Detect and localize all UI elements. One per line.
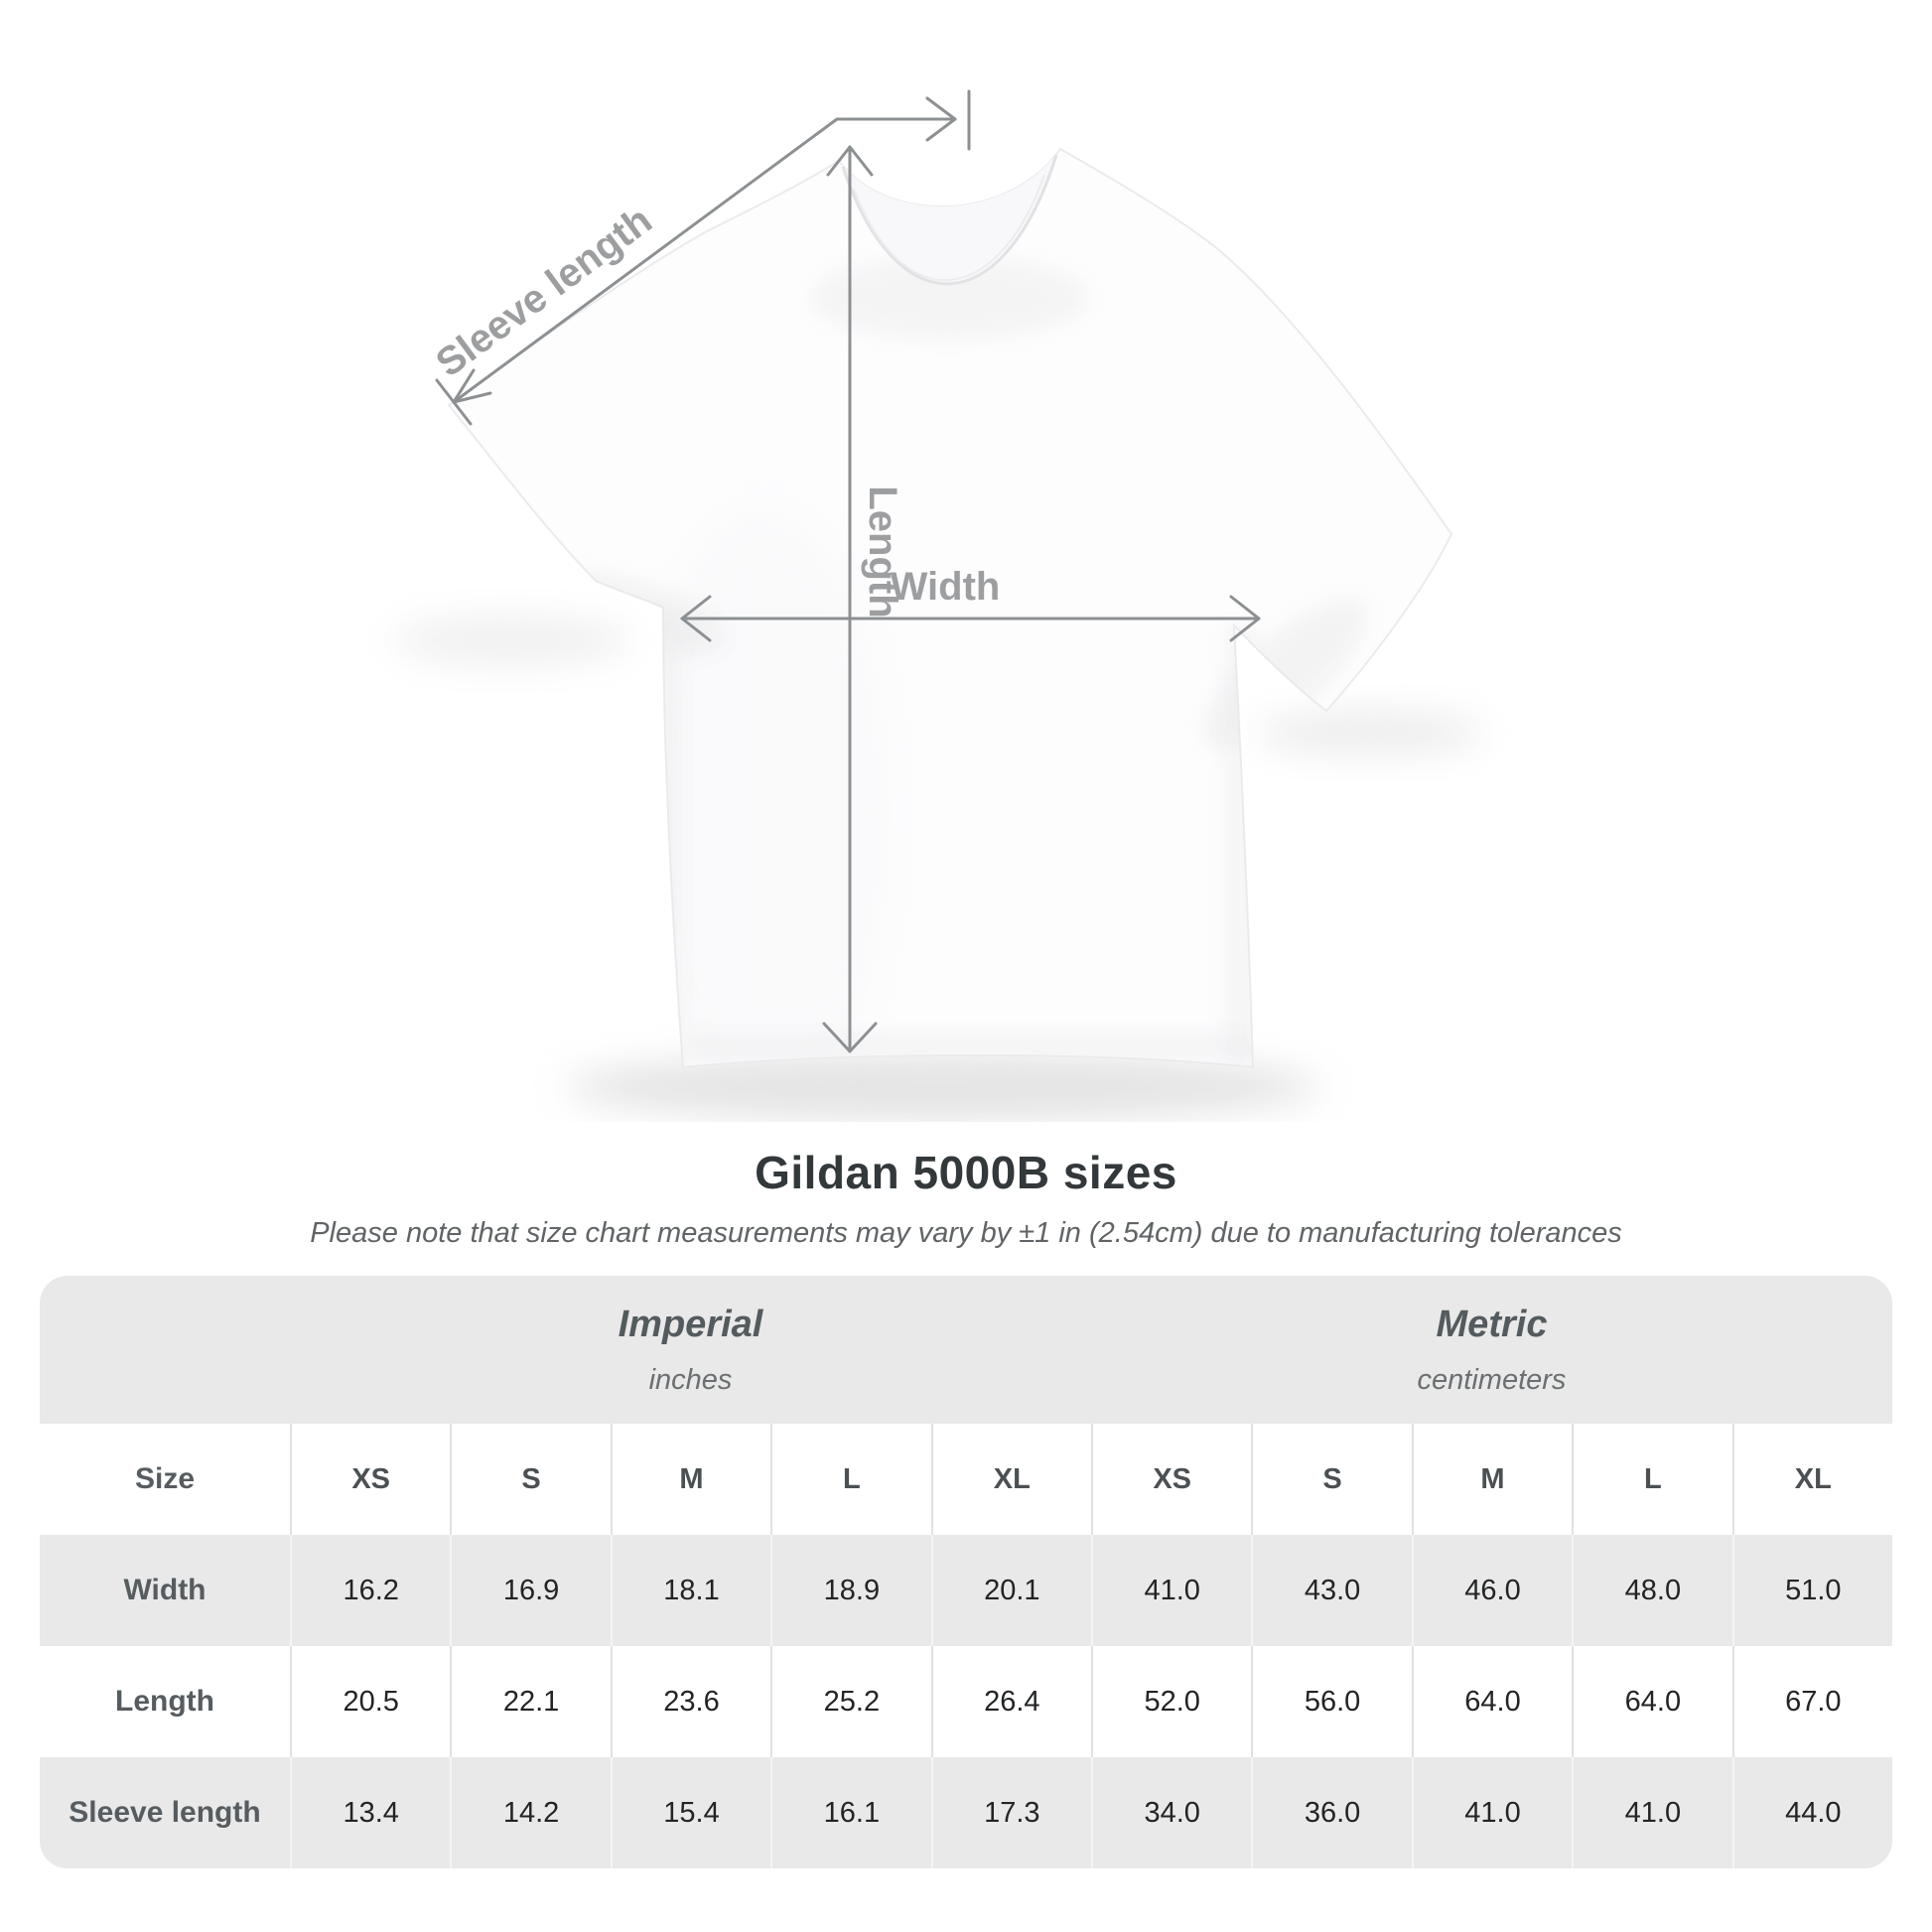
value-cell: 26.4 [930,1646,1091,1757]
imperial-unit-label: inches [648,1363,733,1396]
row-label: Sleeve length [69,1796,261,1829]
value-cell: 52.0 [1090,1646,1251,1757]
value-cell: 18.1 [610,1535,770,1646]
unit-system-header-row: Imperial inches Metric centimeters [40,1276,1892,1424]
imperial-group-header: Imperial inches [290,1276,1091,1424]
value-cell: 20.1 [930,1535,1091,1646]
tshirt-measurement-diagram: Sleeve length Length Width [392,89,1484,1121]
length-label: Length [861,485,904,618]
value-cell: 15.4 [610,1757,770,1868]
size-table: Imperial inches Metric centimeters Size … [40,1276,1892,1868]
size-header-row: Size XS S M L XL XS S M L XL [40,1424,1892,1535]
row-label: Width [123,1574,207,1606]
value-cell: 13.4 [290,1757,450,1868]
value-cell: 17.3 [930,1757,1091,1868]
tolerance-note: Please note that size chart measurements… [310,1217,1622,1249]
value-cell: 48.0 [1572,1535,1731,1646]
value-cell: 46.0 [1411,1535,1572,1646]
size-header-metric-m: M [1411,1424,1572,1535]
page-title: Gildan 5000B sizes [755,1147,1177,1198]
arrowhead-right-icon [1229,595,1261,642]
value-cell: 41.0 [1411,1757,1572,1868]
value-cell: 18.9 [770,1535,930,1646]
value-cell: 22.1 [450,1646,610,1757]
metric-label: Metric [1436,1303,1548,1345]
value-cell: 36.0 [1251,1757,1411,1868]
value-cell: 41.0 [1572,1757,1731,1868]
value-cell: 64.0 [1411,1646,1572,1757]
size-header-imperial-xl: XL [930,1424,1091,1535]
width-measure-line [680,595,1261,642]
value-cell: 25.2 [770,1646,930,1757]
row-label: Length [115,1685,214,1718]
table-row-width: Width 16.2 16.9 18.1 18.9 20.1 41.0 43.0… [40,1535,1892,1646]
value-cell: 14.2 [450,1757,610,1868]
size-column-header: Size [134,1462,196,1495]
value-cell: 23.6 [610,1646,770,1757]
size-header-imperial-s: S [450,1424,610,1535]
size-header-metric-l: L [1572,1424,1731,1535]
value-cell: 16.2 [290,1535,450,1646]
value-cell: 34.0 [1090,1757,1251,1868]
value-cell: 44.0 [1731,1757,1892,1868]
size-header-imperial-l: L [770,1424,930,1535]
sleeve-end-tick [435,378,473,426]
value-cell: 41.0 [1090,1535,1251,1646]
tshirt-shadow [392,617,1484,1121]
size-header-metric-s: S [1251,1424,1411,1535]
value-cell: 16.9 [450,1535,610,1646]
value-cell: 43.0 [1251,1535,1411,1646]
collar [839,149,1060,286]
metric-unit-label: centimeters [1417,1363,1567,1396]
table-row-length: Length 20.5 22.1 23.6 25.2 26.4 52.0 56.… [40,1646,1892,1757]
sleeve-length-measure-line [435,89,971,426]
value-cell: 51.0 [1731,1535,1892,1646]
arrowhead-right-icon [925,96,957,142]
corner-cell [40,1276,290,1424]
size-header-imperial-m: M [610,1424,770,1535]
value-cell: 16.1 [770,1757,930,1868]
arrowhead-up-icon [826,145,874,177]
value-cell: 56.0 [1251,1646,1411,1757]
arrowhead-left-icon [680,595,712,642]
value-cell: 64.0 [1572,1646,1731,1757]
imperial-label: Imperial [618,1303,763,1345]
size-header-imperial-xs: XS [290,1424,450,1535]
length-measure-line [822,145,878,1053]
width-label: Width [891,565,1001,609]
metric-group-header: Metric centimeters [1091,1276,1892,1424]
table-row-sleeve-length: Sleeve length 13.4 14.2 15.4 16.1 17.3 3… [40,1757,1892,1868]
value-cell: 20.5 [290,1646,450,1757]
value-cell: 67.0 [1731,1646,1892,1757]
size-header-metric-xl: XL [1731,1424,1892,1535]
size-header-metric-xs: XS [1090,1424,1251,1535]
arrowhead-down-icon [822,1022,878,1053]
